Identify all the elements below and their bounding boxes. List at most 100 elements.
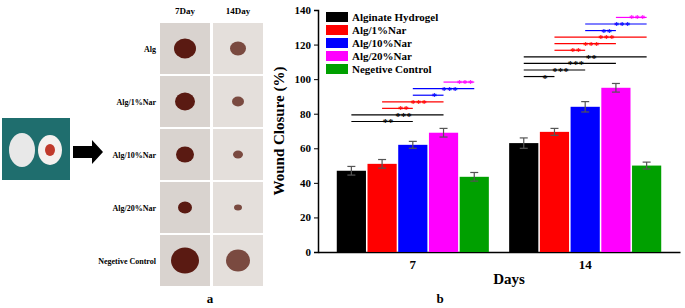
error-bar-cap bbox=[550, 128, 558, 129]
wound-photo bbox=[160, 76, 210, 127]
sig-label: ** bbox=[383, 116, 395, 128]
legend-label: Alg/10%Nar bbox=[352, 37, 412, 49]
panel-a: 7Day14DayAlgAlg/1%NarAlg/10%NarAlg/20%Na… bbox=[2, 6, 263, 286]
bar bbox=[540, 132, 569, 252]
annotations: ****************************************… bbox=[351, 12, 646, 128]
legend-label: Alg/20%Nar bbox=[352, 50, 412, 62]
row-label: Alg/10%Nar bbox=[112, 151, 156, 160]
panel-label: b bbox=[436, 291, 443, 306]
y-tick-label: 60 bbox=[300, 142, 312, 154]
error-bar bbox=[643, 162, 651, 169]
legend-item: Alg/20%Nar bbox=[326, 50, 412, 62]
wound bbox=[233, 151, 243, 159]
error-bar-cap bbox=[409, 148, 417, 149]
error-bar-cap bbox=[643, 162, 651, 163]
y-tick-mark bbox=[314, 148, 318, 149]
sig-label: ** bbox=[570, 45, 582, 57]
sig-label: *** bbox=[629, 12, 646, 24]
wound bbox=[171, 248, 199, 274]
bar bbox=[367, 164, 396, 252]
bar bbox=[571, 107, 600, 252]
wound-photo bbox=[213, 23, 263, 74]
sig-label: *** bbox=[411, 97, 428, 109]
error-bar-stem bbox=[474, 172, 475, 181]
error-bar-stem bbox=[646, 162, 647, 169]
wound-photo bbox=[213, 235, 263, 286]
legend-label: Negetive Control bbox=[352, 63, 432, 75]
wound-photo bbox=[213, 76, 263, 127]
wound-photo bbox=[160, 182, 210, 233]
column-header: 7Day bbox=[175, 6, 195, 16]
legend: Alginate HydrogelAlg/1%NarAlg/10%NarAlg/… bbox=[326, 11, 438, 75]
error-bar-stem bbox=[443, 128, 444, 137]
y-tick-mark bbox=[314, 45, 318, 46]
y-tick-label: 120 bbox=[295, 39, 312, 51]
y-tick: 120 bbox=[295, 39, 319, 51]
legend-swatch bbox=[326, 25, 348, 35]
legend-item: Negetive Control bbox=[326, 63, 432, 75]
wound bbox=[226, 250, 250, 272]
wound-photo bbox=[160, 23, 210, 74]
wound-photo bbox=[160, 129, 210, 180]
row-label: Alg/1%Nar bbox=[116, 98, 156, 107]
y-tick-mark bbox=[314, 10, 318, 11]
error-bar-cap bbox=[643, 168, 651, 169]
error-bar-stem bbox=[615, 83, 616, 92]
wound-photo bbox=[160, 235, 210, 286]
y-tick: 60 bbox=[300, 142, 318, 154]
error-bar-cap bbox=[581, 101, 589, 102]
bar bbox=[509, 143, 538, 252]
error-bar-cap bbox=[470, 181, 478, 182]
legend-swatch bbox=[326, 64, 348, 74]
error-bar-cap bbox=[440, 128, 448, 129]
y-tick: 40 bbox=[300, 177, 318, 189]
error-bar bbox=[378, 160, 386, 169]
x-tick-label: 14 bbox=[579, 257, 593, 272]
series bbox=[367, 128, 569, 252]
y-tick-mark bbox=[314, 79, 318, 80]
wound bbox=[174, 39, 196, 59]
bar bbox=[632, 166, 661, 252]
bar bbox=[429, 133, 458, 252]
wound-photo bbox=[213, 182, 263, 233]
column-header: 14Day bbox=[226, 6, 251, 16]
y-tick-label: 140 bbox=[295, 4, 312, 16]
error-bar-cap bbox=[470, 172, 478, 173]
panel-label: a bbox=[207, 291, 214, 306]
error-bar-stem bbox=[585, 102, 586, 112]
wound bbox=[234, 205, 242, 211]
sig-line bbox=[413, 95, 444, 96]
row-label: Alg/20%Nar bbox=[112, 204, 156, 213]
error-bar bbox=[520, 138, 528, 148]
legend-swatch bbox=[326, 38, 348, 48]
wound bbox=[232, 97, 244, 107]
sig-line bbox=[524, 76, 555, 77]
bar bbox=[398, 145, 427, 252]
y-tick-mark bbox=[314, 217, 318, 218]
error-bar-stem bbox=[381, 160, 382, 169]
x-tick: 14 bbox=[579, 252, 593, 272]
wound bbox=[230, 42, 246, 56]
error-bar bbox=[612, 83, 620, 92]
legend-item: Alg/1%Nar bbox=[326, 24, 407, 36]
y-tick-label: 80 bbox=[300, 108, 312, 120]
x-tick-label: 7 bbox=[410, 257, 417, 272]
error-bar-cap bbox=[378, 159, 386, 160]
legend-swatch bbox=[326, 51, 348, 61]
mouse-photo bbox=[2, 118, 70, 180]
error-bar-stem bbox=[523, 138, 524, 148]
error-bar bbox=[550, 128, 558, 135]
bar bbox=[601, 88, 630, 252]
error-bar-cap bbox=[612, 92, 620, 93]
sig-label: ** bbox=[586, 52, 598, 64]
plot-area bbox=[337, 83, 661, 252]
sig-label: ** bbox=[601, 26, 613, 38]
sig-label: *** bbox=[457, 77, 474, 89]
bar bbox=[337, 171, 366, 252]
sig-label: * bbox=[542, 72, 548, 84]
series bbox=[460, 162, 662, 252]
error-bar bbox=[440, 128, 448, 137]
error-bar-cap bbox=[378, 168, 386, 169]
error-bar-cap bbox=[520, 148, 528, 149]
error-bar-stem bbox=[412, 141, 413, 148]
